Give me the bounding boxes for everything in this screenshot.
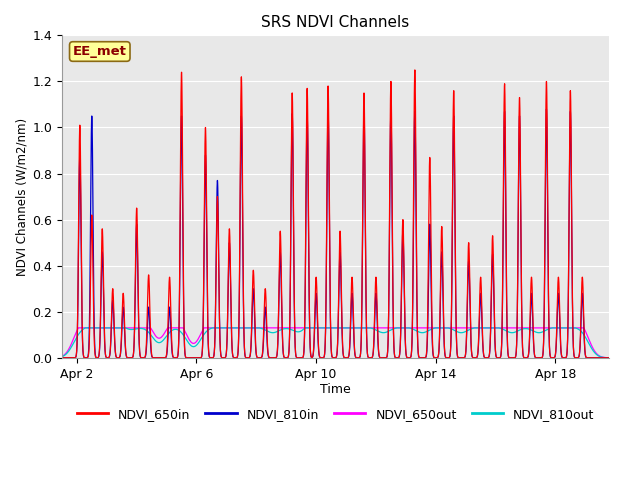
NDVI_650in — [390, 352, 398, 358]
NDVI_650out — [195, 335, 203, 340]
NDVI_650out — [602, 355, 610, 360]
NDVI_810in — [390, 352, 398, 358]
NDVI_650out — [492, 325, 499, 331]
NDVI_650out — [74, 325, 82, 331]
NDVI_810out — [76, 330, 83, 336]
NDVI_810out — [399, 325, 407, 331]
NDVI_810in — [76, 162, 83, 168]
NDVI_650in — [611, 355, 619, 360]
NDVI_650in — [195, 355, 203, 360]
NDVI_810in — [492, 348, 499, 354]
NDVI_650out — [611, 355, 619, 360]
X-axis label: Time: Time — [320, 384, 351, 396]
NDVI_810in — [195, 355, 203, 360]
NDVI_650out — [43, 355, 51, 360]
Y-axis label: NDVI Channels (W/m2/nm): NDVI Channels (W/m2/nm) — [15, 118, 28, 276]
Line: NDVI_650in: NDVI_650in — [47, 70, 615, 358]
NDVI_650out — [391, 325, 399, 331]
Title: SRS NDVI Channels: SRS NDVI Channels — [262, 15, 410, 30]
NDVI_650in — [399, 217, 406, 223]
Line: NDVI_810in: NDVI_810in — [47, 109, 615, 358]
NDVI_650in — [411, 67, 419, 73]
Legend: NDVI_650in, NDVI_810in, NDVI_650out, NDVI_810out: NDVI_650in, NDVI_810in, NDVI_650out, NDV… — [72, 403, 599, 426]
NDVI_650in — [492, 348, 499, 354]
NDVI_810in — [611, 355, 619, 360]
NDVI_650in — [43, 355, 51, 360]
NDVI_650out — [399, 325, 407, 331]
NDVI_650in — [602, 355, 610, 360]
NDVI_650in — [76, 133, 83, 139]
Line: NDVI_810out: NDVI_810out — [47, 328, 615, 358]
Line: NDVI_650out: NDVI_650out — [47, 328, 615, 358]
NDVI_810in — [602, 355, 610, 360]
NDVI_810out — [602, 355, 610, 360]
NDVI_810out — [391, 325, 399, 331]
NDVI_810out — [43, 355, 51, 360]
NDVI_650out — [76, 325, 83, 331]
NDVI_810out — [195, 339, 203, 345]
Text: EE_met: EE_met — [73, 45, 127, 58]
NDVI_810out — [81, 325, 89, 331]
NDVI_810in — [399, 228, 406, 234]
NDVI_810out — [492, 325, 499, 331]
NDVI_810in — [43, 355, 51, 360]
NDVI_810in — [543, 106, 550, 112]
NDVI_810out — [611, 355, 619, 360]
